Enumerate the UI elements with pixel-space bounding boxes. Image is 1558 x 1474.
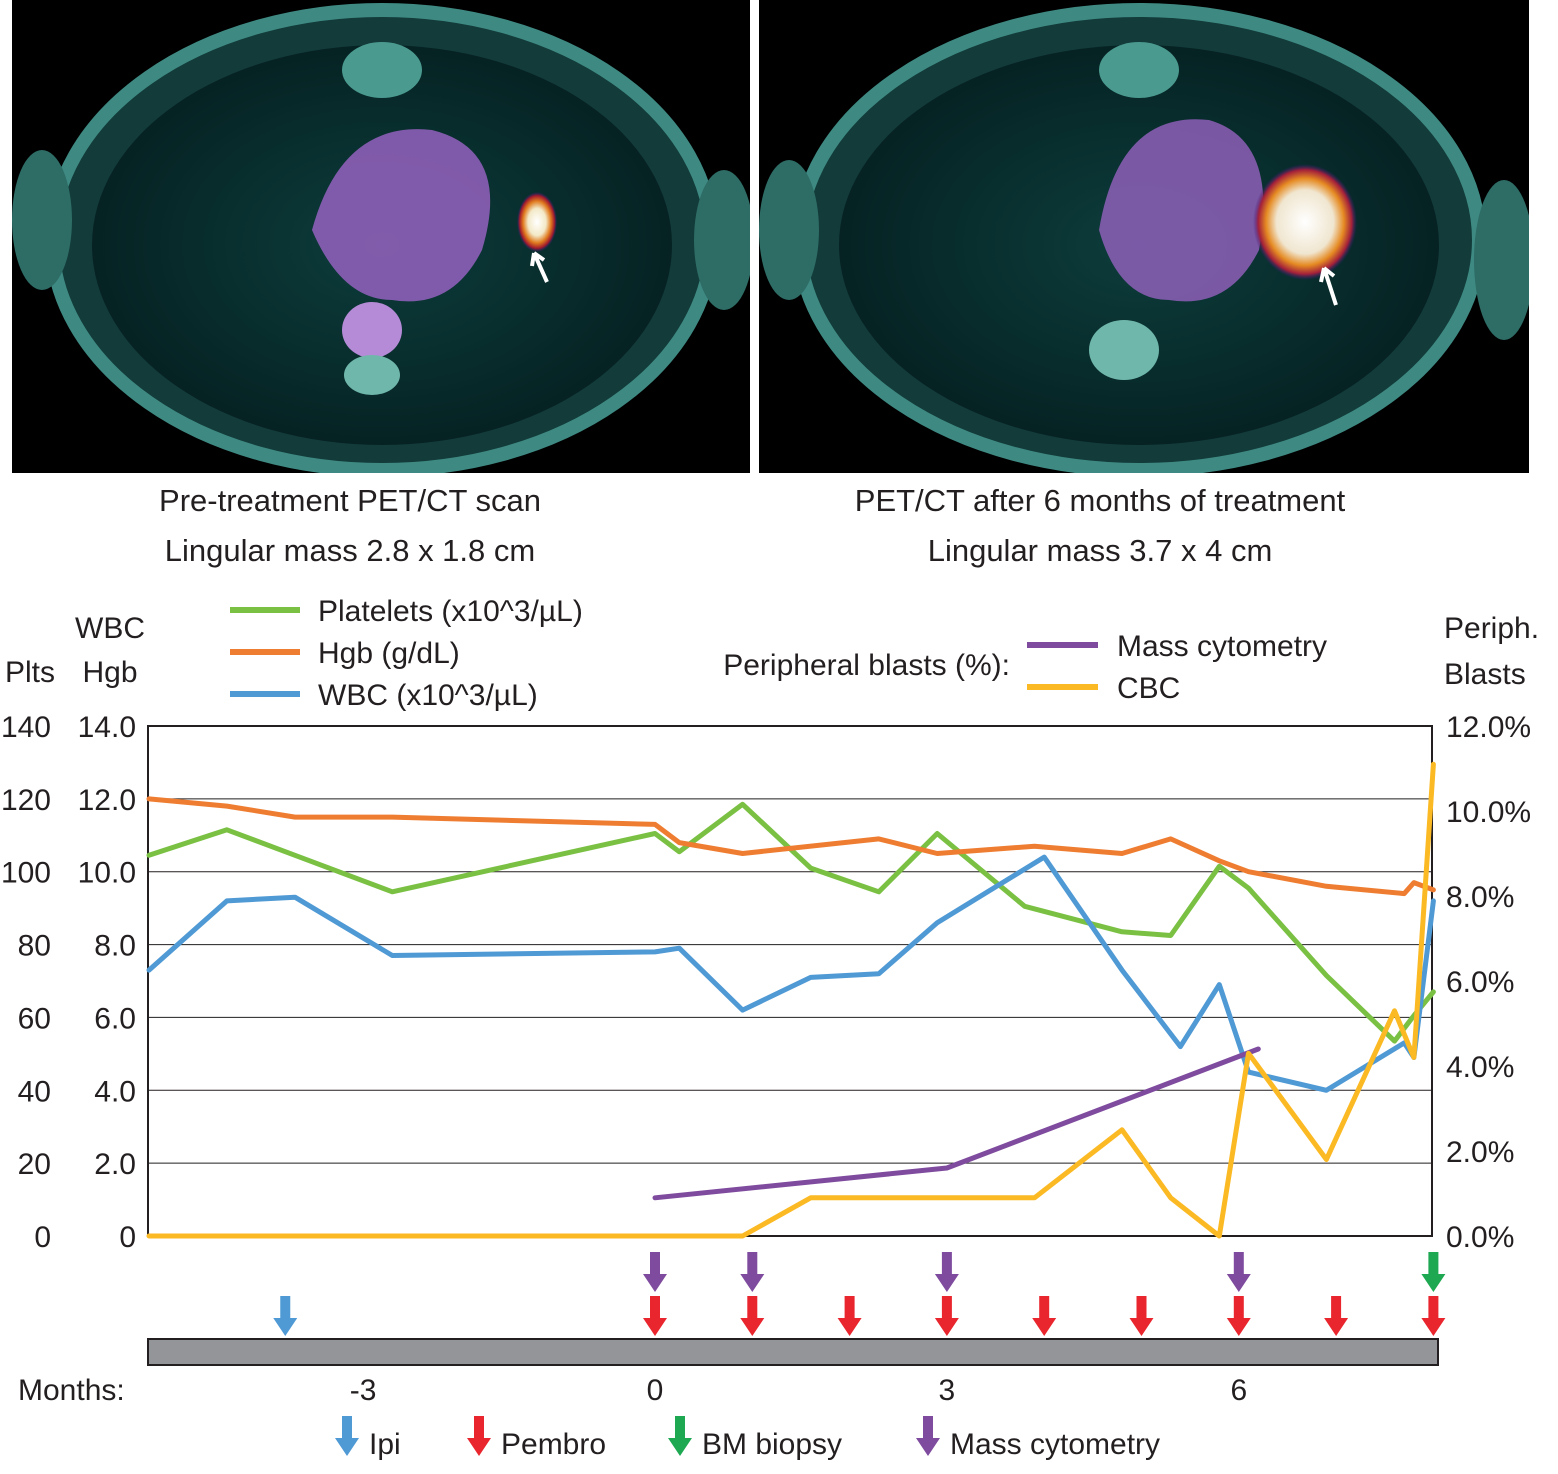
plot-frame — [147, 725, 1433, 1237]
legend-entry: Hgb (g/dL) — [318, 637, 460, 670]
wbc-hgb-tick-label: 8.0 — [94, 930, 136, 963]
blasts-tick-label: 2.0% — [1446, 1136, 1514, 1169]
plts-axis-label: Plts — [5, 656, 55, 689]
wbc-hgb-tick-label: 10.0 — [78, 857, 136, 890]
blasts-tick-label: 10.0% — [1446, 796, 1531, 829]
wbc-hgb-tick-label: 0 — [119, 1221, 136, 1254]
wbc-series-line — [146, 854, 1436, 1093]
bm-biopsy-arrow-icon — [1421, 1252, 1446, 1292]
pembro-arrow-icon — [1226, 1296, 1251, 1336]
blasts-axis-label: Periph. — [1444, 612, 1539, 645]
blasts-legend-title: Peripheral blasts (%): — [723, 649, 1010, 682]
lab-values-timeline-chart: 14012010080604020014.012.010.08.06.04.02… — [1, 595, 1539, 1461]
hgb-series-line — [146, 796, 1436, 897]
mass_cytometry-series-line — [652, 1046, 1261, 1201]
panel-caption-6-months: PET/CT after 6 months of treatment Lingu… — [800, 476, 1400, 576]
blasts-tick-label: 12.0% — [1446, 711, 1531, 744]
legend-entry: WBC (x10^3/µL) — [318, 679, 538, 712]
wbc-hgb-tick-label: 12.0 — [78, 784, 136, 817]
mass-cytometry-arrow-icon — [1226, 1252, 1251, 1292]
timeline-bar — [147, 1338, 1439, 1366]
plts-tick-label: 140 — [1, 711, 51, 744]
wbc-hgb-tick-label: 2.0 — [94, 1148, 136, 1181]
wbc-hgb-tick-label: 4.0 — [94, 1075, 136, 1108]
plts-tick-label: 20 — [18, 1148, 51, 1181]
panel-subtitle: Lingular mass 2.8 x 1.8 cm — [164, 533, 536, 568]
panel-caption-pretreatment: Pre-treatment PET/CT scan Lingular mass … — [50, 476, 650, 576]
blasts-tick-label: 6.0% — [1446, 966, 1514, 999]
plts-tick-label: 0 — [34, 1221, 51, 1254]
legend-entry: CBC — [1117, 672, 1180, 705]
ipi-arrow-icon — [273, 1296, 298, 1336]
plts-tick-label: 120 — [1, 784, 51, 817]
plts-tick-label: 60 — [18, 1002, 51, 1035]
pembro-arrow-icon — [643, 1296, 667, 1336]
pembro-arrow-icon — [1129, 1296, 1154, 1336]
panel-subtitle: Lingular mass 3.7 x 4 cm — [927, 533, 1273, 568]
treatment-events: Months: -3 0 3 6 Ipi Pembro BM biopsy Mass cytom… — [18, 1252, 1446, 1461]
platelets-series-line — [146, 801, 1436, 1044]
panel-title: PET/CT after 6 months of treatment — [854, 483, 1346, 518]
month-tick-label: 0 — [647, 1374, 664, 1407]
mass-cytometry-arrow-icon — [643, 1252, 667, 1292]
blasts-tick-label: 4.0% — [1446, 1051, 1514, 1084]
blasts-tick-label: 0.0% — [1446, 1221, 1514, 1254]
plts-tick-label: 100 — [1, 857, 51, 890]
pembro-arrow-icon — [934, 1296, 959, 1336]
mass-cytometry-arrow-icon — [934, 1252, 959, 1292]
legend-entry: Platelets (x10^3/µL) — [318, 595, 583, 628]
ipi-legend-arrow-icon — [335, 1416, 359, 1456]
chart-grid — [147, 725, 1433, 1237]
plts-tick-label: 40 — [18, 1075, 51, 1108]
pembro-arrow-icon — [1032, 1296, 1057, 1336]
wbc-hgb-tick-label: 14.0 — [78, 711, 136, 744]
event-legend-label: Mass cytometry — [950, 1428, 1160, 1461]
pembro-arrow-icon — [837, 1296, 862, 1336]
wbc-hgb-tick-label: 6.0 — [94, 1002, 136, 1035]
event-legend-label: Ipi — [369, 1428, 401, 1461]
wbc-hgb-axis-label: WBC — [75, 612, 145, 645]
pet-ct-6-months-image — [759, 0, 1529, 473]
x-axis-label: Months: — [18, 1374, 125, 1407]
pet-ct-pretreatment-image — [12, 0, 750, 473]
legend-entry: Mass cytometry — [1117, 630, 1327, 663]
pembro-arrow-icon — [1421, 1296, 1446, 1336]
month-tick-label: -3 — [350, 1374, 377, 1407]
bm-biopsy-legend-arrow-icon — [668, 1416, 692, 1456]
blasts-tick-label: 8.0% — [1446, 881, 1514, 914]
mass-cytometry-legend-arrow-icon — [916, 1416, 940, 1456]
mass-cytometry-arrow-icon — [740, 1252, 765, 1292]
cbc-series-line — [146, 761, 1436, 1239]
month-tick-label: 3 — [939, 1374, 956, 1407]
chart-legend: Platelets (x10^3/µL) Hgb (g/dL) WBC (x10^3… — [230, 595, 1327, 712]
chart-series — [146, 761, 1436, 1239]
month-tick-label: 6 — [1230, 1374, 1247, 1407]
panel-title: Pre-treatment PET/CT scan — [159, 483, 541, 518]
pembro-arrow-icon — [740, 1296, 765, 1336]
chart-axes: 140 120 100 80 60 40 20 0 14.0 12.0 10.0 8.0 6.0 4.0 2… — [1, 612, 1539, 1254]
event-legend-label: BM biopsy — [702, 1428, 842, 1461]
event-legend-label: Pembro — [501, 1428, 606, 1461]
blasts-axis-label: Blasts — [1444, 658, 1526, 691]
pembro-arrow-icon — [1324, 1296, 1349, 1336]
plts-tick-label: 80 — [18, 930, 51, 963]
pembro-legend-arrow-icon — [467, 1416, 491, 1456]
wbc-hgb-axis-label: Hgb — [82, 656, 137, 689]
